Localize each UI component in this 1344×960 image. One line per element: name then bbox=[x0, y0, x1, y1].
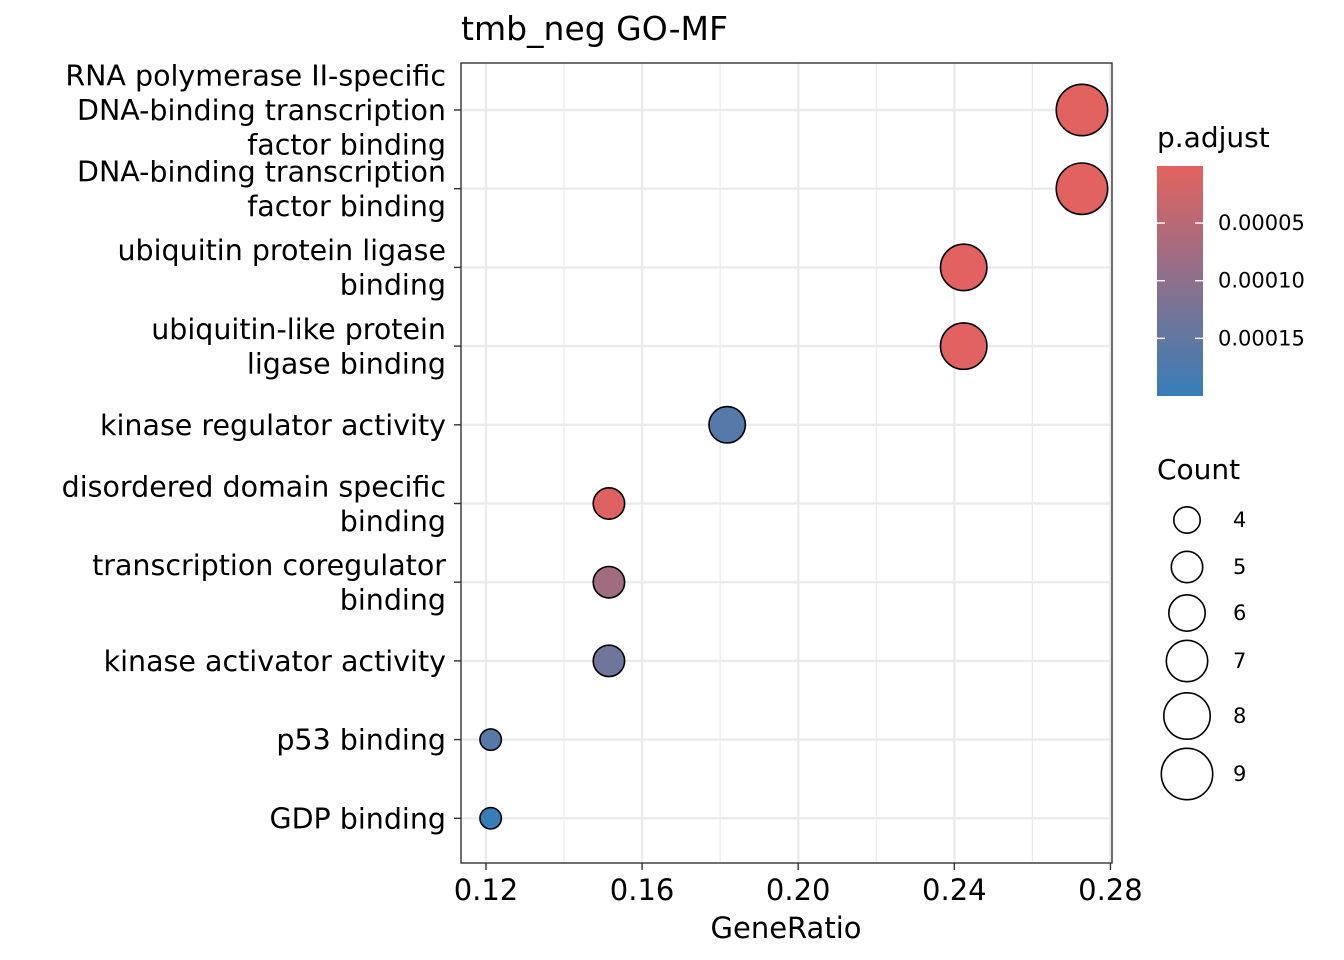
y-tick-label: binding bbox=[340, 505, 446, 538]
size-legend-circle bbox=[1168, 593, 1207, 632]
x-tick-label: 0.28 bbox=[1078, 873, 1143, 907]
size-legend-label: 9 bbox=[1233, 762, 1246, 786]
x-axis: 0.12 0.16 0.20 0.24 0.28 bbox=[454, 863, 1143, 907]
y-tick-label: transcription coregulator bbox=[92, 549, 446, 582]
chart-title: tmb_neg GO-MF bbox=[461, 9, 728, 48]
y-tick-label: ligase binding bbox=[247, 347, 446, 380]
size-legend: Count 4 5 6 7 8 9 bbox=[1157, 453, 1246, 801]
size-legend-title: Count bbox=[1157, 453, 1240, 486]
y-tick-label: DNA-binding transcription bbox=[77, 94, 446, 127]
size-legend-circle bbox=[1170, 550, 1204, 584]
plot-panel-border bbox=[460, 62, 1113, 864]
x-tick-label: 0.20 bbox=[766, 873, 831, 907]
data-point bbox=[592, 486, 626, 520]
data-point bbox=[708, 405, 747, 444]
size-legend-label: 4 bbox=[1233, 508, 1246, 532]
y-tick-label: binding bbox=[340, 269, 446, 302]
data-point bbox=[939, 243, 988, 292]
color-legend-label: 0.00015 bbox=[1218, 326, 1305, 350]
data-point bbox=[479, 728, 503, 752]
x-tick-label: 0.16 bbox=[610, 873, 675, 907]
x-tick-label: 0.24 bbox=[922, 873, 987, 907]
y-tick-label: RNA polymerase II-specific bbox=[65, 60, 446, 93]
y-tick-label: disordered domain specific bbox=[62, 470, 446, 503]
data-point bbox=[1055, 83, 1109, 137]
y-tick-label: GDP binding bbox=[269, 802, 446, 835]
plot-grid bbox=[461, 63, 1112, 863]
y-tick-label: p53 binding bbox=[276, 724, 446, 757]
color-legend-title: p.adjust bbox=[1157, 121, 1270, 154]
size-legend-circle bbox=[1160, 747, 1214, 801]
y-tick-label: kinase activator activity bbox=[104, 645, 447, 678]
data-point bbox=[1055, 162, 1109, 216]
y-tick-label: binding bbox=[340, 583, 446, 616]
y-tick-label: DNA-binding transcription bbox=[77, 155, 446, 188]
x-axis-title: GeneRatio bbox=[711, 911, 862, 945]
color-legend-label: 0.00010 bbox=[1218, 269, 1305, 293]
y-tick-label: ubiquitin-like protein bbox=[151, 313, 446, 346]
size-legend-label: 6 bbox=[1233, 601, 1246, 625]
size-legend-circle bbox=[1165, 639, 1209, 683]
size-legend-circle bbox=[1163, 691, 1212, 740]
data-points bbox=[479, 83, 1109, 830]
y-tick-label: ubiquitin protein ligase bbox=[117, 234, 446, 267]
size-legend-label: 7 bbox=[1233, 649, 1246, 673]
size-legend-label: 5 bbox=[1233, 555, 1246, 579]
data-point bbox=[479, 806, 503, 830]
data-point bbox=[592, 565, 626, 599]
size-legend-label: 8 bbox=[1233, 704, 1246, 728]
size-legend-circle bbox=[1173, 505, 1202, 534]
color-legend-label: 0.00005 bbox=[1218, 211, 1305, 235]
color-legend: p.adjust 0.00005 0.00010 0.00015 bbox=[1157, 121, 1305, 396]
data-point bbox=[939, 322, 988, 371]
data-point bbox=[592, 644, 626, 678]
x-tick-label: 0.12 bbox=[454, 873, 519, 907]
y-tick-label: factor binding bbox=[247, 129, 446, 162]
y-tick-label: factor binding bbox=[247, 190, 446, 223]
y-tick-label: kinase regulator activity bbox=[100, 409, 446, 442]
